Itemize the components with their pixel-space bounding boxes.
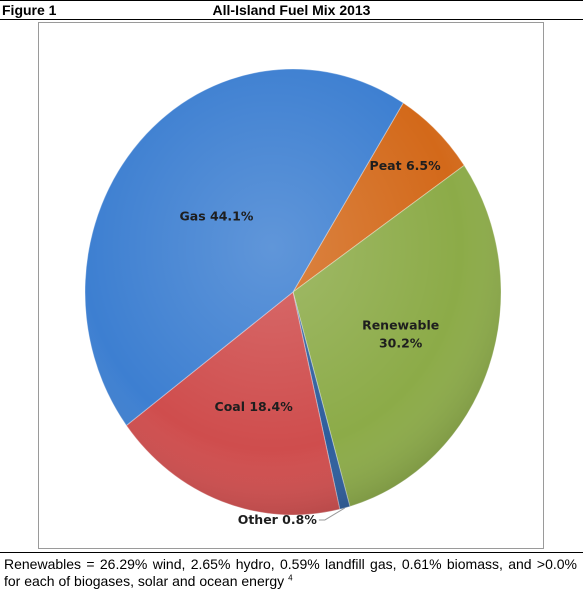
footnote: Renewables = 26.29% wind, 2.65% hydro, 0… bbox=[4, 556, 577, 590]
footnote-text: Renewables = 26.29% wind, 2.65% hydro, 0… bbox=[4, 556, 577, 589]
figure-title: All-Island Fuel Mix 2013 bbox=[212, 2, 371, 18]
figure-label: Figure 1 bbox=[2, 2, 57, 18]
footnote-ref: 4 bbox=[288, 573, 293, 583]
figure-header: Figure 1 All-Island Fuel Mix 2013 bbox=[0, 0, 583, 20]
data-label-other: Other 0.8% bbox=[238, 512, 318, 527]
footnote-rule bbox=[0, 552, 583, 553]
data-label-coal: Coal 18.4% bbox=[215, 399, 294, 414]
data-label-gas: Gas 44.1% bbox=[180, 208, 254, 223]
leader-line-other bbox=[318, 507, 346, 521]
pie-chart: Peat 6.5% Renewable 30.2% Other 0.8% Coal 18… bbox=[84, 68, 502, 527]
data-label-peat: Peat 6.5% bbox=[370, 158, 442, 173]
chart-frame: Peat 6.5% Renewable 30.2% Other 0.8% Coal 18… bbox=[38, 22, 544, 549]
data-label-renewable: Renewable 30.2% bbox=[362, 317, 439, 350]
